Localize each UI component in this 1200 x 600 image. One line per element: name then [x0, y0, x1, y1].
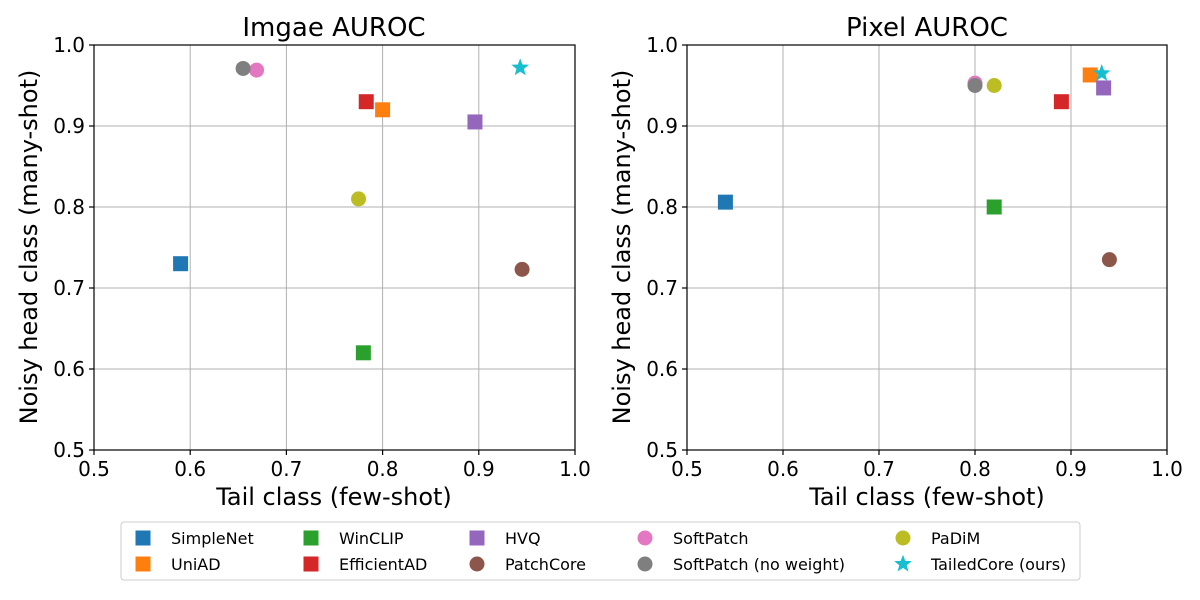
- y-tick-label: 0.7: [646, 276, 678, 300]
- x-tick-label: 0.8: [959, 457, 991, 481]
- data-point-hvq: [467, 114, 483, 130]
- y-axis-label: Noisy head class (many-shot): [15, 70, 43, 425]
- data-point-tailedcore-ours: [1092, 64, 1111, 81]
- legend-marker-hvq: [469, 530, 485, 546]
- y-axis-label: Noisy head class (many-shot): [608, 70, 636, 425]
- x-tick-label: 0.6: [767, 457, 799, 481]
- y-tick-label: 0.7: [53, 276, 85, 300]
- x-tick-label: 0.7: [270, 457, 302, 481]
- x-tick-label: 0.6: [174, 457, 206, 481]
- data-point-hvq: [1096, 80, 1112, 96]
- legend-label: PaDiM: [931, 529, 980, 548]
- legend-label: SimpleNet: [171, 529, 254, 548]
- data-point-patchcore: [1101, 252, 1117, 268]
- x-tick-label: 0.7: [863, 457, 895, 481]
- legend-label: TailedCore (ours): [930, 555, 1066, 574]
- x-tick-label: 0.8: [367, 457, 399, 481]
- y-tick-label: 1.0: [53, 33, 85, 57]
- data-point-uniad: [1082, 67, 1098, 83]
- data-point-tailedcore-ours: [511, 58, 530, 76]
- x-tick-label: 1.0: [559, 457, 591, 481]
- data-point-simplenet: [173, 256, 189, 272]
- chart-title: Imgae AUROC: [242, 13, 425, 43]
- legend-marker-padim: [895, 530, 911, 546]
- y-tick-label: 0.5: [646, 438, 678, 462]
- data-point-softpatch-no-weight: [967, 78, 983, 93]
- x-tick-label: 0.5: [671, 457, 703, 481]
- legend-marker-simplenet: [135, 530, 151, 546]
- x-tick-label: 0.9: [1055, 457, 1087, 481]
- y-tick-label: 1.0: [646, 33, 678, 57]
- x-tick-label: 0.5: [78, 457, 110, 481]
- y-tick-label: 0.6: [646, 357, 678, 381]
- x-tick-label: 0.9: [463, 457, 495, 481]
- y-tick-label: 0.8: [646, 195, 678, 219]
- y-tick-label: 0.5: [53, 438, 85, 462]
- data-point-winclip: [986, 199, 1002, 215]
- y-tick-label: 0.9: [53, 114, 85, 138]
- legend-marker-tailedcore-ours: [894, 554, 912, 572]
- legend-marker-softpatch-no-weight: [637, 556, 653, 572]
- legend-marker-uniad: [135, 556, 151, 572]
- data-point-uniad: [375, 102, 391, 118]
- data-point-winclip: [355, 345, 371, 361]
- y-tick-label: 0.6: [53, 357, 85, 381]
- chart-panel-image-auroc: Imgae AUROC 0.5 0.6 0.7 0.8 0.9 1.0 0.5 0.6 0.7 0…: [15, 13, 591, 511]
- x-axis-label: Tail class (few-shot): [215, 483, 452, 511]
- plot-frame: [93, 44, 576, 451]
- legend-label: SoftPatch: [673, 529, 749, 548]
- data-point-softpatch-no-weight: [235, 60, 251, 76]
- legend: SimpleNet UniAD WinCLIP EfficientAD HVQ Patch…: [120, 521, 1081, 581]
- y-tick-label: 0.9: [646, 114, 678, 138]
- legend-label: PatchCore: [505, 555, 586, 574]
- legend-marker-winclip: [303, 530, 319, 546]
- chart-panel-pixel-auroc: Pixel AUROC 0.5 0.6 0.7 0.8 0.9 1.0 0.5 0.6 0.7 0…: [608, 13, 1183, 511]
- legend-label: SoftPatch (no weight): [673, 555, 845, 574]
- legend-label: UniAD: [171, 555, 221, 574]
- data-point-padim: [986, 78, 1002, 93]
- data-point-efficientad: [1053, 94, 1069, 110]
- plot-frame: [686, 44, 1168, 451]
- legend-box: [120, 521, 1081, 581]
- x-axis-label: Tail class (few-shot): [808, 483, 1045, 511]
- legend-marker-efficientad: [303, 556, 319, 572]
- legend-marker-patchcore: [469, 556, 485, 572]
- legend-label: EfficientAD: [339, 555, 427, 574]
- data-point-softpatch: [249, 62, 265, 78]
- x-tick-label: 1.0: [1151, 457, 1183, 481]
- legend-marker-softpatch: [637, 530, 653, 546]
- legend-label: WinCLIP: [339, 529, 404, 548]
- data-point-patchcore: [514, 261, 530, 277]
- data-point-efficientad: [358, 94, 374, 110]
- data-point-padim: [351, 191, 367, 207]
- legend-label: HVQ: [505, 529, 541, 548]
- chart-title: Pixel AUROC: [846, 13, 1008, 43]
- y-tick-label: 0.8: [53, 195, 85, 219]
- data-point-simplenet: [717, 194, 733, 210]
